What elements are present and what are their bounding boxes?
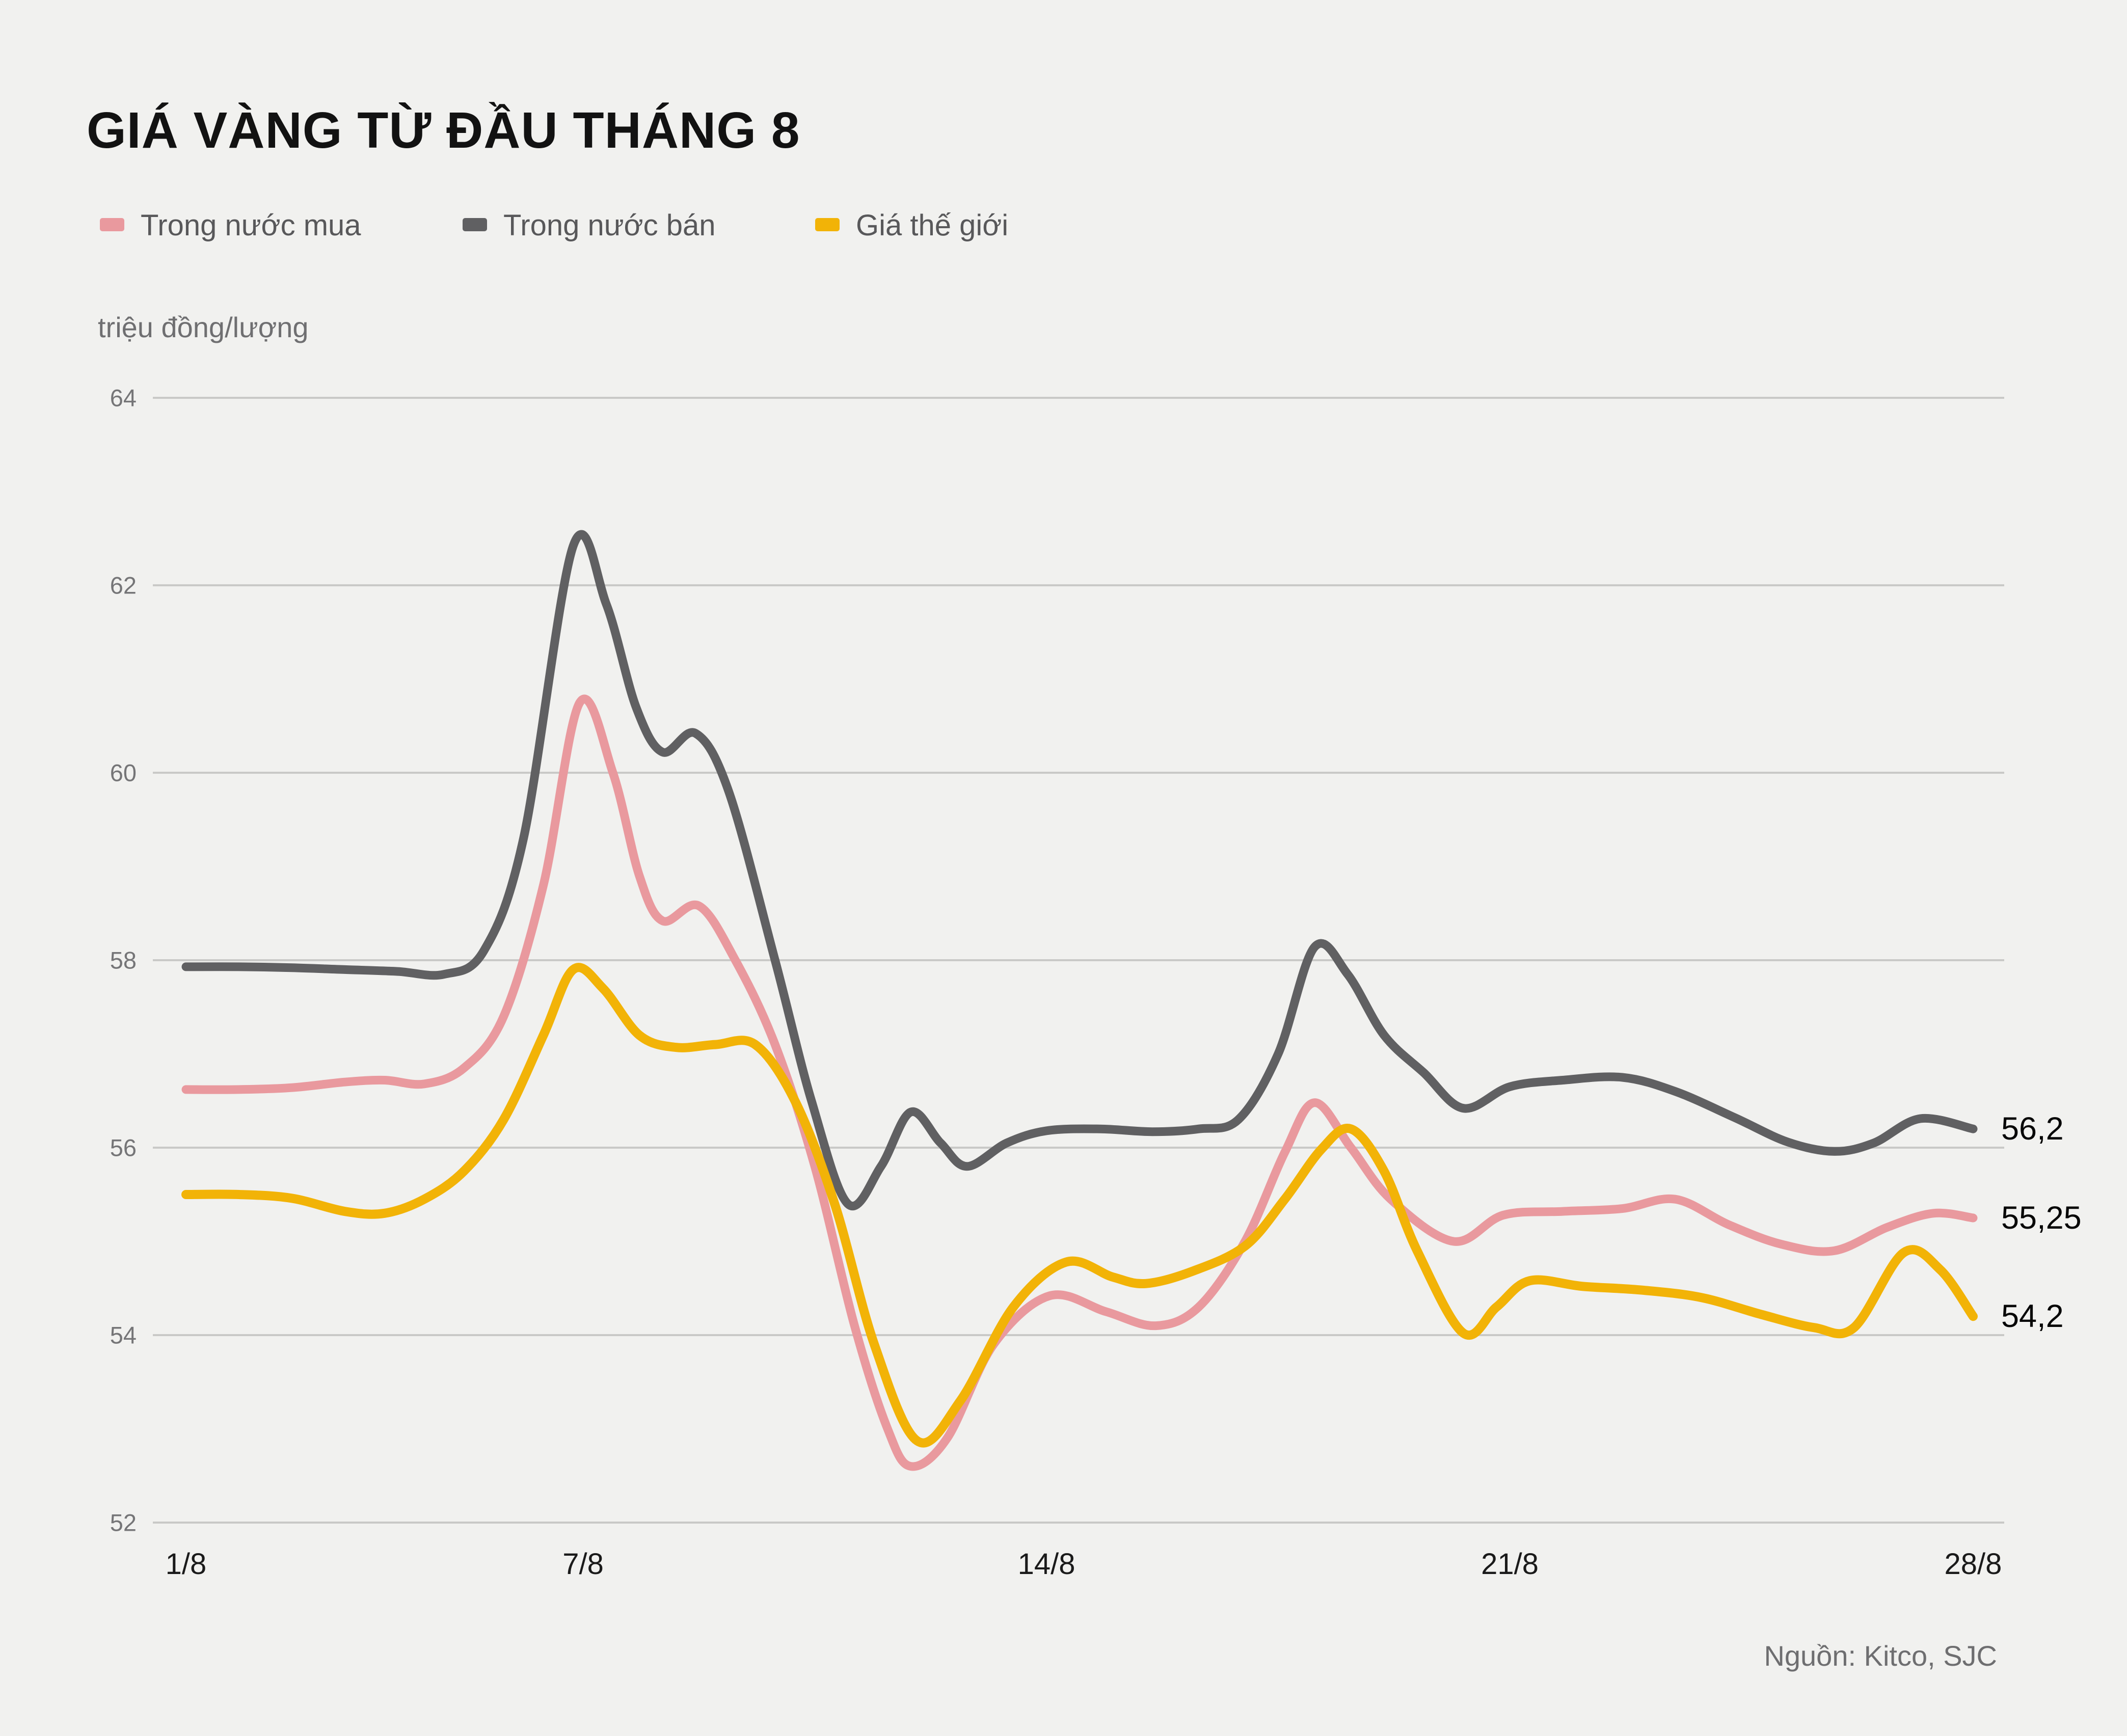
y-tick-64: 64: [110, 385, 137, 412]
end-label-ban: 56,2: [2001, 1111, 2064, 1147]
y-tick-54: 54: [110, 1322, 137, 1349]
y-tick-58: 58: [110, 947, 137, 974]
x-tick-14-8: 14/8: [1018, 1548, 1075, 1581]
end-value-labels: 56,2 55,25 54,2: [2001, 1111, 2082, 1334]
gridlines: [153, 397, 2004, 1524]
line-gia-the-gioi: [181, 963, 1978, 1448]
legend-swatch-yellow: [815, 218, 840, 231]
y-tick-56: 56: [110, 1134, 137, 1161]
legend-item-label: Trong nước bán: [503, 209, 715, 242]
end-label-the-gioi: 54,2: [2001, 1298, 2064, 1334]
page-title: GIÁ VÀNG TỪ ĐẦU THÁNG 8: [87, 102, 800, 159]
line-trong-nuoc-ban: [181, 530, 1978, 1210]
legend-swatch-gray: [463, 218, 487, 231]
x-tick-7-8: 7/8: [562, 1548, 604, 1581]
legend-item-gia-the-gioi: Giá thế giới: [815, 209, 1008, 242]
series-lines: [181, 530, 1978, 1471]
legend: Trong nước mua Trong nước bán Giá thế gi…: [100, 209, 1008, 242]
x-axis-tick-labels: 1/8 7/8 14/8 21/8 28/8: [166, 1548, 2002, 1581]
y-axis-tick-labels: 64 62 60 58 56 54 52: [110, 385, 137, 1536]
legend-item-label: Trong nước mua: [141, 209, 361, 242]
x-tick-21-8: 21/8: [1481, 1548, 1539, 1581]
x-tick-1-8: 1/8: [166, 1548, 207, 1581]
y-axis-unit-label: triệu đồng/lượng: [98, 311, 309, 343]
y-tick-52: 52: [110, 1509, 137, 1536]
y-tick-62: 62: [110, 572, 137, 599]
legend-item-label: Giá thế giới: [856, 209, 1008, 242]
legend-swatch-pink: [100, 218, 124, 231]
source-credit: Nguồn: Kitco, SJC: [1764, 1640, 1997, 1672]
x-tick-28-8: 28/8: [1945, 1548, 2002, 1581]
legend-item-trong-nuoc-mua: Trong nước mua: [100, 209, 361, 242]
end-label-mua: 55,25: [2001, 1200, 2082, 1236]
line-trong-nuoc-mua: [181, 694, 1978, 1471]
y-tick-60: 60: [110, 760, 137, 786]
legend-item-trong-nuoc-ban: Trong nước bán: [463, 209, 715, 242]
